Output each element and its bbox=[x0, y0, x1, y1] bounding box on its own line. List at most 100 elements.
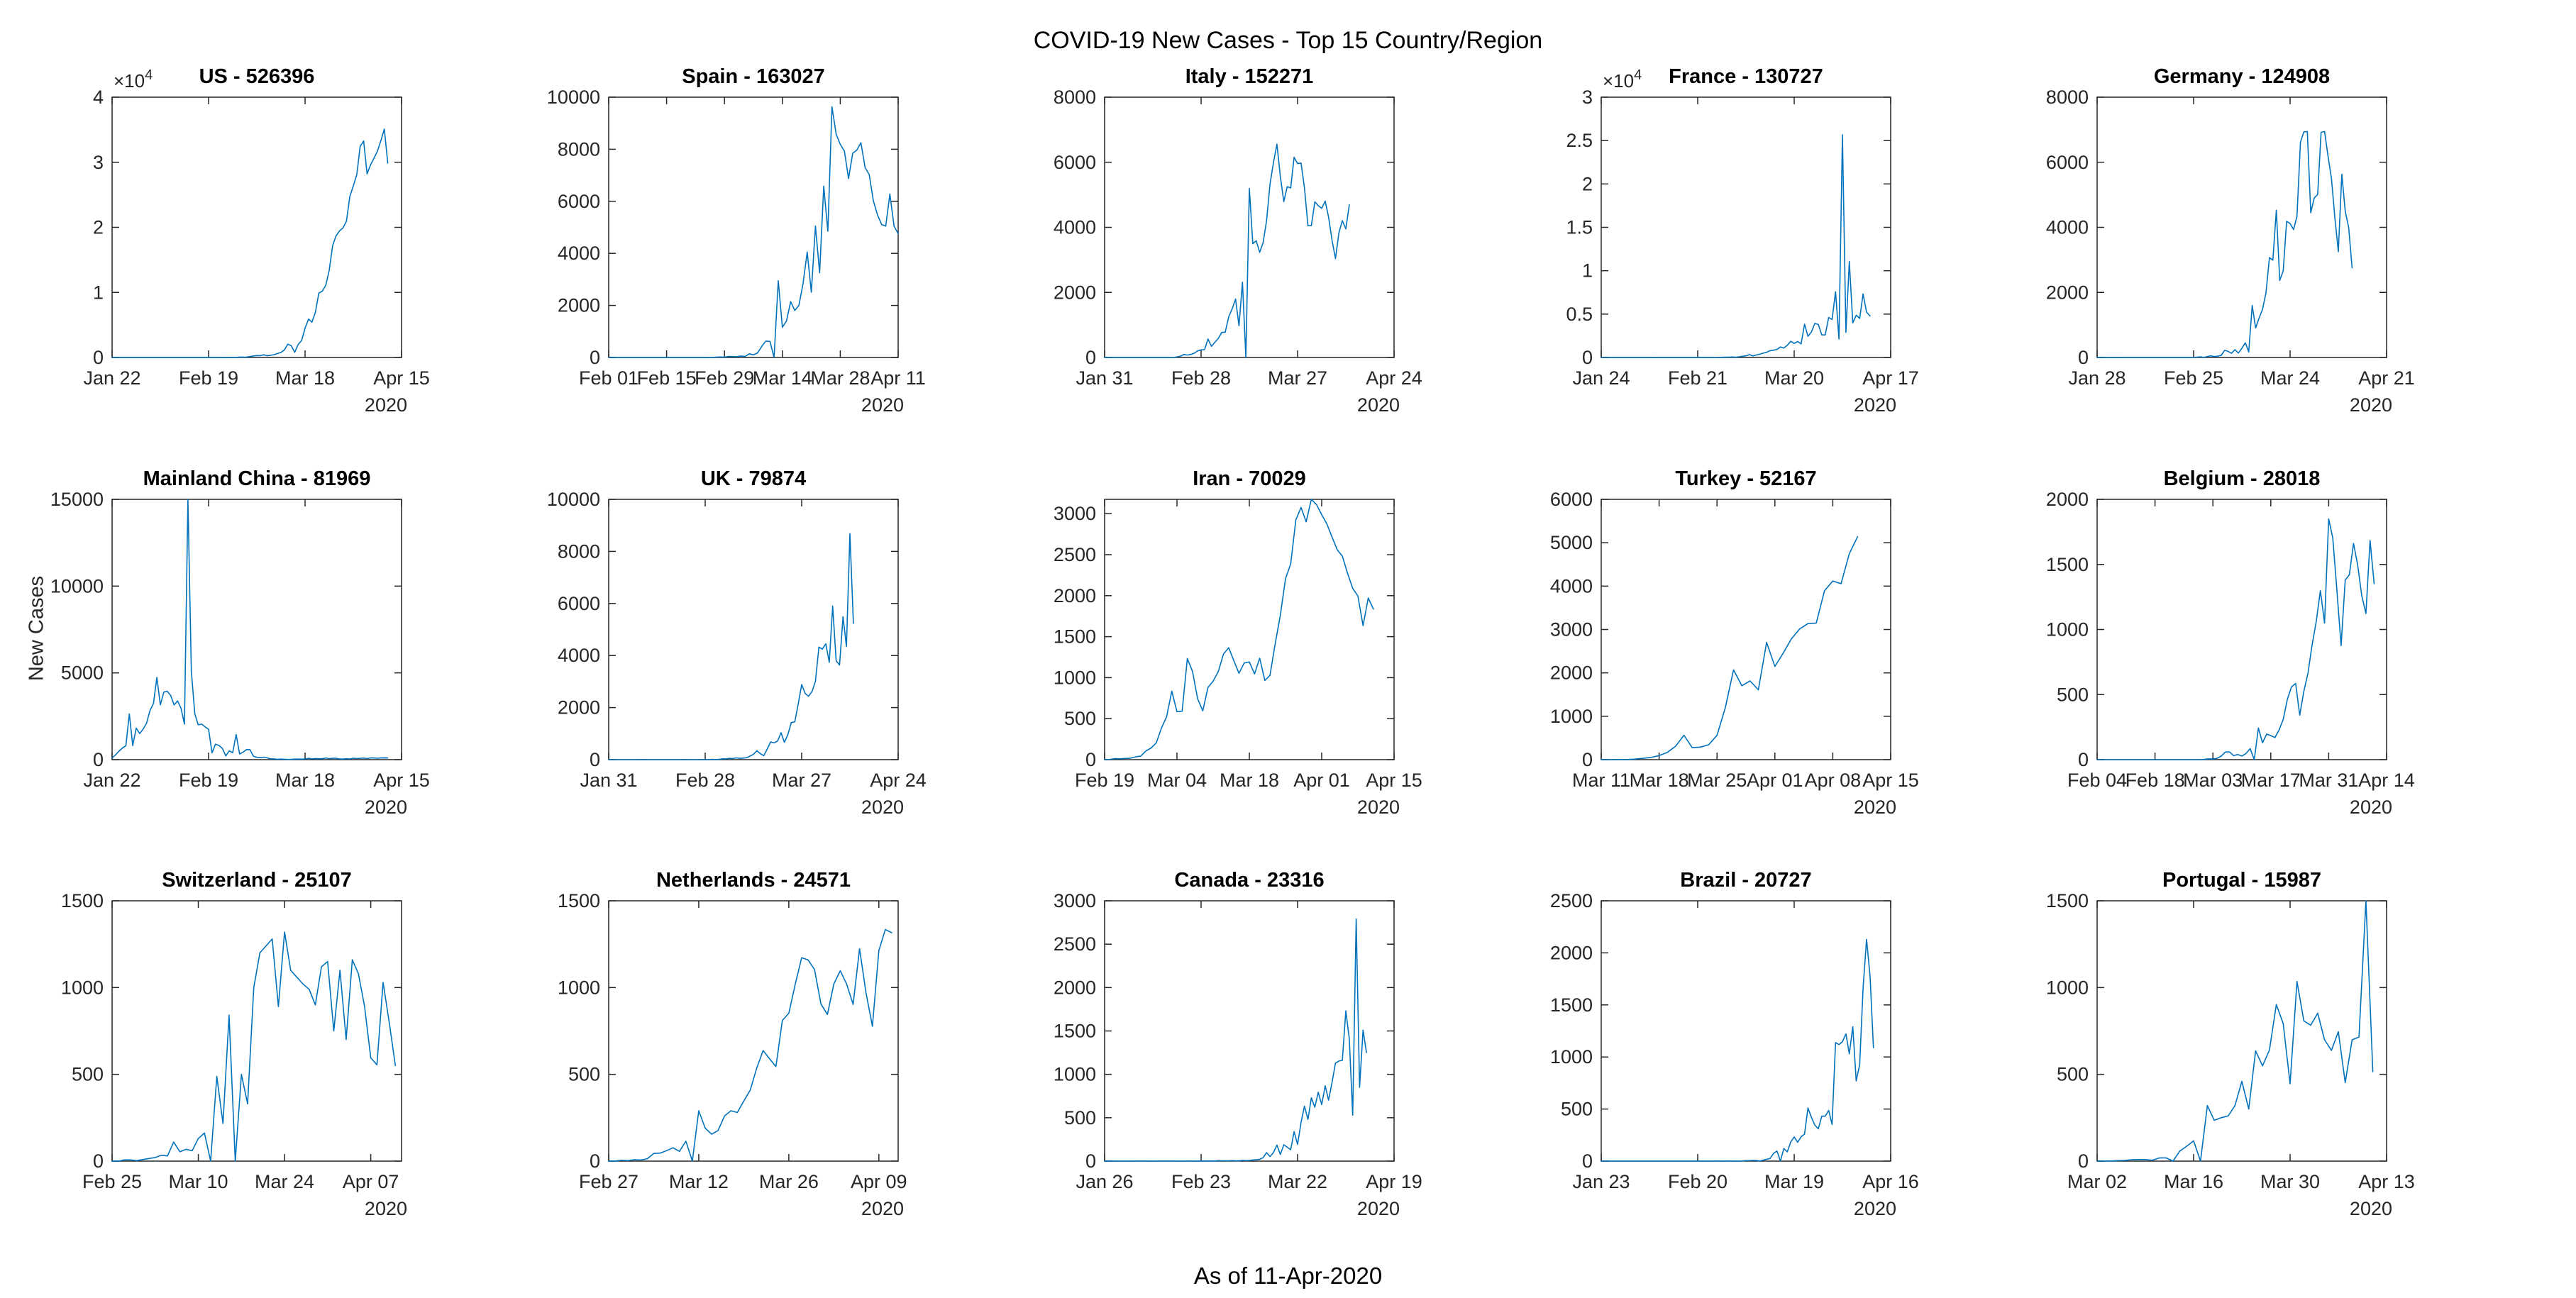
x-tick-germany-1: Feb 25 bbox=[2164, 367, 2223, 389]
subplot-switzerland: Switzerland - 25107 Feb 25 Mar 10 Mar 24 Apr… bbox=[61, 869, 407, 1219]
x-tick-turkey-2: Mar 25 bbox=[1687, 770, 1747, 791]
y-tick-brazil-5: 2500 bbox=[1549, 890, 1592, 911]
y-tick-us-2: 2 bbox=[93, 217, 104, 238]
x-year-label-brazil: 2020 bbox=[1853, 1198, 1896, 1219]
x-tick-germany-0: Jan 28 bbox=[2068, 367, 2126, 389]
subplot-title-us: US - 526396 bbox=[199, 65, 315, 88]
y-tick-turkey-4: 4000 bbox=[1549, 575, 1592, 597]
x-tick-mainland-china-2: Mar 18 bbox=[275, 770, 335, 791]
y-tick-uk-2: 4000 bbox=[557, 645, 599, 666]
y-tick-mainland-china-0: 0 bbox=[93, 749, 104, 770]
x-tick-italy-2: Mar 27 bbox=[1268, 367, 1327, 389]
y-tick-turkey-6: 6000 bbox=[1549, 489, 1592, 510]
x-tick-turkey-4: Apr 08 bbox=[1804, 770, 1861, 791]
series-line-turkey bbox=[1600, 536, 1858, 760]
y-tick-brazil-1: 500 bbox=[1560, 1099, 1592, 1120]
x-tick-iran-2: Mar 18 bbox=[1220, 770, 1279, 791]
subplot-iran: Iran - 70029 Feb 19 Mar 04 Mar 18 Apr 01 Apr … bbox=[1054, 467, 1422, 818]
y-tick-belgium-2: 1000 bbox=[2046, 619, 2089, 640]
y-tick-netherlands-2: 1000 bbox=[557, 977, 599, 998]
y-tick-france-5: 2.5 bbox=[1566, 130, 1593, 151]
y-tick-iran-1: 500 bbox=[1064, 708, 1096, 729]
x-tick-iran-3: Apr 01 bbox=[1293, 770, 1350, 791]
series-line-uk bbox=[607, 533, 854, 760]
series-line-brazil bbox=[1600, 938, 1874, 1162]
subplot-france: France - 130727 ×104 Jan 24 Feb 21 Mar 20 Apr… bbox=[1566, 65, 1918, 416]
x-tick-netherlands-0: Feb 27 bbox=[578, 1171, 638, 1192]
subplot-canada: Canada - 23316 Jan 26 Feb 23 Mar 22 Apr 19 20… bbox=[1054, 869, 1422, 1219]
x-tick-portugal-0: Mar 02 bbox=[2067, 1171, 2127, 1192]
x-tick-belgium-5: Apr 14 bbox=[2358, 770, 2415, 791]
series-line-france bbox=[1600, 134, 1871, 358]
subplot-netherlands: Netherlands - 24571 Feb 27 Mar 12 Mar 26 Apr… bbox=[557, 869, 907, 1219]
y-tick-germany-3: 6000 bbox=[2046, 152, 2089, 173]
x-tick-canada-3: Apr 19 bbox=[1366, 1171, 1422, 1192]
subplot-germany: Germany - 124908 Jan 28 Feb 25 Mar 24 Apr 21… bbox=[2046, 65, 2415, 416]
subplot-italy: Italy - 152271 Jan 31 Feb 28 Mar 27 Apr 24 20… bbox=[1054, 65, 1422, 416]
x-tick-france-2: Mar 20 bbox=[1764, 367, 1823, 389]
y-tick-germany-0: 0 bbox=[2078, 347, 2089, 368]
x-tick-belgium-4: Mar 31 bbox=[2299, 770, 2358, 791]
x-tick-us-1: Feb 19 bbox=[179, 367, 238, 389]
x-year-label-turkey: 2020 bbox=[1853, 797, 1896, 818]
x-tick-brazil-1: Feb 20 bbox=[1667, 1171, 1727, 1192]
x-tick-mainland-china-1: Feb 19 bbox=[179, 770, 238, 791]
y-tick-italy-1: 2000 bbox=[1054, 282, 1096, 303]
x-tick-canada-0: Jan 26 bbox=[1076, 1171, 1133, 1192]
y-tick-belgium-1: 500 bbox=[2057, 684, 2089, 705]
y-tick-spain-3: 6000 bbox=[557, 191, 599, 212]
x-tick-germany-2: Mar 24 bbox=[2260, 367, 2320, 389]
y-tick-us-3: 3 bbox=[93, 152, 104, 173]
x-tick-turkey-1: Mar 18 bbox=[1629, 770, 1688, 791]
x-tick-belgium-0: Feb 04 bbox=[2067, 770, 2127, 791]
x-tick-uk-1: Feb 28 bbox=[675, 770, 734, 791]
x-tick-switzerland-0: Feb 25 bbox=[82, 1171, 142, 1192]
x-year-label-italy: 2020 bbox=[1357, 394, 1400, 416]
x-tick-brazil-2: Mar 19 bbox=[1764, 1171, 1823, 1192]
series-line-netherlands bbox=[607, 928, 892, 1162]
y-tick-iran-4: 2000 bbox=[1054, 584, 1096, 606]
x-tick-switzerland-1: Mar 10 bbox=[169, 1171, 228, 1192]
x-year-label-us: 2020 bbox=[365, 394, 407, 416]
y-tick-canada-6: 3000 bbox=[1054, 890, 1096, 911]
x-tick-spain-5: Apr 11 bbox=[870, 367, 926, 389]
y-tick-turkey-1: 1000 bbox=[1549, 705, 1592, 726]
x-year-label-germany: 2020 bbox=[2350, 394, 2392, 416]
x-tick-netherlands-3: Apr 09 bbox=[851, 1171, 907, 1192]
series-line-switzerland bbox=[111, 931, 397, 1162]
x-year-label-france: 2020 bbox=[1853, 394, 1896, 416]
y-tick-uk-0: 0 bbox=[589, 749, 599, 770]
y-tick-belgium-0: 0 bbox=[2078, 749, 2089, 770]
subplot-title-turkey: Turkey - 52167 bbox=[1675, 467, 1816, 490]
y-tick-canada-1: 500 bbox=[1064, 1107, 1096, 1128]
y-tick-uk-5: 10000 bbox=[546, 489, 599, 510]
subplot-uk: UK - 79874 Jan 31 Feb 28 Mar 27 Apr 24 2020 0 2… bbox=[546, 467, 926, 818]
x-tick-mainland-china-3: Apr 15 bbox=[373, 770, 430, 791]
x-year-label-switzerland: 2020 bbox=[365, 1198, 407, 1219]
y-tick-canada-0: 0 bbox=[1085, 1150, 1096, 1172]
series-line-italy bbox=[1104, 143, 1350, 358]
x-tick-us-0: Jan 22 bbox=[83, 367, 140, 389]
x-year-label-mainland-china: 2020 bbox=[365, 797, 407, 818]
x-tick-portugal-3: Apr 13 bbox=[2358, 1171, 2415, 1192]
y-tick-portugal-2: 1000 bbox=[2046, 977, 2089, 998]
subplot-title-spain: Spain - 163027 bbox=[682, 65, 825, 88]
y-tick-iran-3: 1500 bbox=[1054, 626, 1096, 647]
x-tick-belgium-3: Mar 17 bbox=[2241, 770, 2301, 791]
x-tick-iran-4: Apr 15 bbox=[1366, 770, 1422, 791]
x-tick-spain-2: Feb 29 bbox=[695, 367, 754, 389]
y-tick-turkey-3: 3000 bbox=[1549, 619, 1592, 640]
y-tick-portugal-0: 0 bbox=[2078, 1150, 2089, 1172]
y-tick-us-4: 4 bbox=[93, 87, 104, 108]
x-tick-italy-3: Apr 24 bbox=[1366, 367, 1422, 389]
y-tick-iran-2: 1000 bbox=[1054, 667, 1096, 688]
y-tick-uk-1: 2000 bbox=[557, 697, 599, 718]
y-exponent-us: ×104 bbox=[114, 67, 153, 91]
subplot-title-germany: Germany - 124908 bbox=[2154, 65, 2330, 88]
x-tick-portugal-1: Mar 16 bbox=[2164, 1171, 2223, 1192]
x-tick-mainland-china-0: Jan 22 bbox=[83, 770, 140, 791]
x-tick-belgium-2: Mar 03 bbox=[2183, 770, 2243, 791]
